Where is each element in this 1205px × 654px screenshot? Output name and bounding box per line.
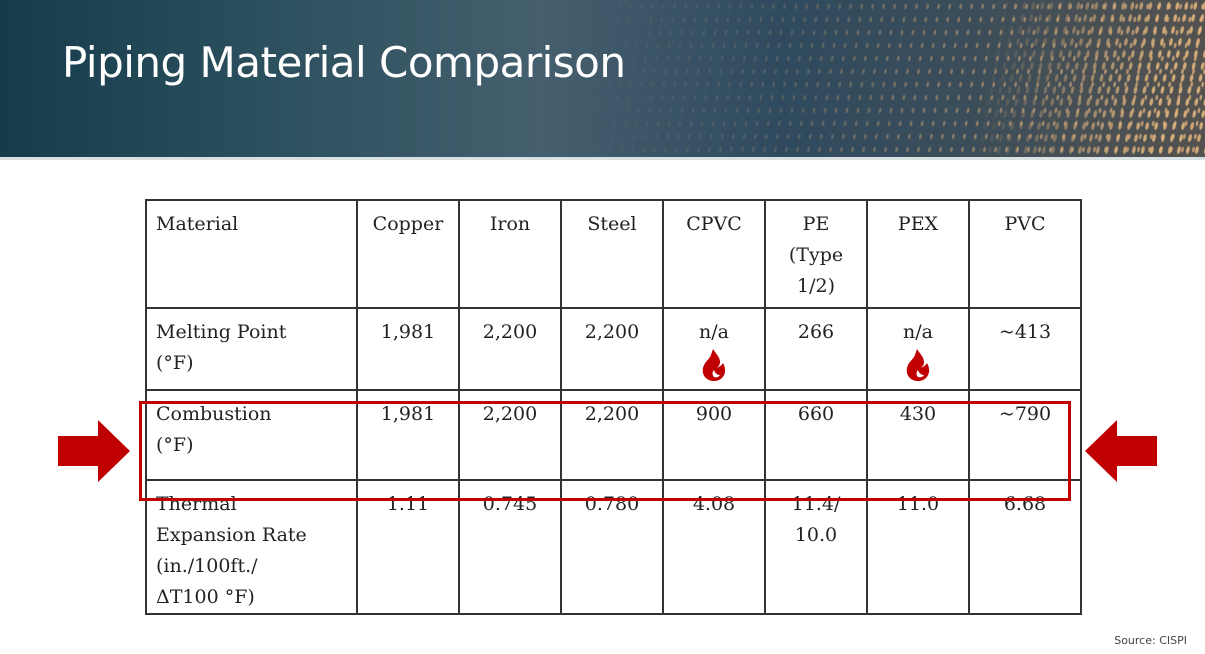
row-label-melting-point: Melting Point (°F) — [145, 307, 358, 391]
arrow-right-icon — [58, 420, 130, 482]
arrow-left-icon — [1085, 420, 1157, 482]
label-line: (°F) — [156, 434, 194, 456]
label-line: (°F) — [156, 352, 194, 374]
header-pe-line3: 1/2) — [797, 275, 835, 297]
table-row-combustion: Combustion (°F) 1,981 2,200 2,200 900 66… — [145, 389, 1082, 481]
header-copper: Copper — [356, 199, 460, 309]
cell-value: n/a — [903, 321, 933, 343]
header-pe: PE (Type 1/2) — [764, 199, 868, 309]
table-row-melting-point: Melting Point (°F) 1,981 2,200 2,200 n/a… — [145, 307, 1082, 391]
header-material: Material — [145, 199, 358, 309]
label-line: Thermal — [156, 493, 237, 515]
header-pe-line1: PE — [802, 213, 830, 235]
cell-value-line2: 10.0 — [794, 524, 838, 546]
title-banner: Piping Material Comparison — [0, 0, 1205, 157]
cell-pex: 430 — [866, 389, 970, 481]
cell-pvc: ~790 — [968, 389, 1082, 481]
cell-value: 11.4/ — [791, 493, 841, 515]
cell-copper: 1.11 — [356, 479, 460, 615]
cell-cpvc: 900 — [662, 389, 766, 481]
label-line: (in./100ft./ — [156, 555, 258, 577]
cell-steel: 2,200 — [560, 307, 664, 391]
cell-iron: 2,200 — [458, 307, 562, 391]
cell-pe: 11.4/ 10.0 — [764, 479, 868, 615]
row-label-combustion: Combustion (°F) — [145, 389, 358, 481]
header-cpvc: CPVC — [662, 199, 766, 309]
header-pex: PEX — [866, 199, 970, 309]
cell-pe: 266 — [764, 307, 868, 391]
header-pvc: PVC — [968, 199, 1082, 309]
flame-icon — [906, 349, 930, 382]
cell-copper: 1,981 — [356, 307, 460, 391]
comparison-table: Material Copper Iron Steel CPVC PE (Type… — [145, 199, 1082, 615]
row-label-thermal-expansion: Thermal Expansion Rate (in./100ft./ ΔT10… — [145, 479, 358, 615]
cell-steel: 0.780 — [560, 479, 664, 615]
cell-cpvc: 4.08 — [662, 479, 766, 615]
cell-pe: 660 — [764, 389, 868, 481]
header-steel: Steel — [560, 199, 664, 309]
cell-pex: n/a — [866, 307, 970, 391]
header-pe-line2: (Type — [788, 244, 844, 266]
cell-iron: 2,200 — [458, 389, 562, 481]
cell-value: n/a — [699, 321, 729, 343]
cell-iron: 0.745 — [458, 479, 562, 615]
label-line: ΔT100 °F) — [156, 586, 255, 608]
cell-steel: 2,200 — [560, 389, 664, 481]
cell-copper: 1,981 — [356, 389, 460, 481]
banner-divider — [0, 157, 1205, 160]
cell-pvc: ~413 — [968, 307, 1082, 391]
slide-title: Piping Material Comparison — [62, 38, 626, 87]
flame-icon — [702, 349, 726, 382]
source-caption: Source: CISPI — [1114, 634, 1187, 647]
label-line: Combustion — [156, 403, 272, 425]
banner-dot-pattern-dense — [966, 0, 1205, 157]
cell-pvc: 6.68 — [968, 479, 1082, 615]
label-line: Melting Point — [156, 321, 287, 343]
cell-pex: 11.0 — [866, 479, 970, 615]
cell-cpvc: n/a — [662, 307, 766, 391]
header-iron: Iron — [458, 199, 562, 309]
table-header-row: Material Copper Iron Steel CPVC PE (Type… — [145, 199, 1082, 309]
table-row-thermal-expansion: Thermal Expansion Rate (in./100ft./ ΔT10… — [145, 479, 1082, 615]
label-line: Expansion Rate — [156, 524, 307, 546]
